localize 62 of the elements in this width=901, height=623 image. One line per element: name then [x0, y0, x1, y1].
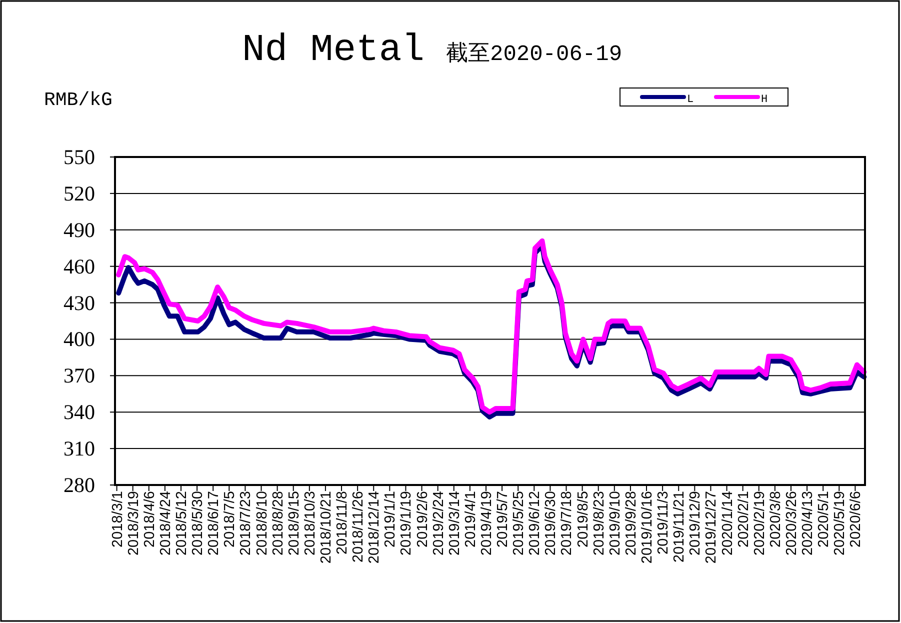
y-tick-label: 280 — [64, 473, 95, 497]
x-tick-label: 2020/5/19 — [832, 491, 848, 556]
x-tick-label: 2020/6/6 — [848, 491, 864, 548]
y-tick-label: 550 — [64, 145, 95, 169]
x-tick-label: 2019/11/21 — [672, 491, 688, 562]
x-tick-label: 2018/7/5 — [222, 491, 238, 548]
x-tick-label: 2020/1/14 — [720, 491, 736, 556]
x-tick-label: 2019/2/6 — [414, 491, 431, 548]
chart-title: Nd Metal — [242, 29, 424, 72]
x-tick-label: 2018/8/10 — [254, 491, 270, 556]
x-tick-label: 2019/7/18 — [559, 491, 576, 556]
x-tick-label: 2019/12/27 — [704, 491, 720, 564]
legend-label: H — [761, 94, 768, 106]
x-tick-label: 2018/3/19 — [126, 491, 142, 556]
x-tick-label: 2019/1/19 — [398, 491, 415, 556]
x-tick-label: 2018/5/12 — [174, 491, 190, 556]
x-tick-label: 2018/4/24 — [158, 491, 174, 556]
x-tick-label: 2018/9/15 — [286, 491, 302, 556]
x-tick-label: 2018/3/1 — [110, 491, 126, 548]
y-axis-title: RMB/kG — [44, 89, 112, 111]
y-tick-label: 370 — [64, 364, 95, 388]
x-tick-label: 2019/8/5 — [575, 491, 592, 548]
x-tick-label: 2019/5/7 — [495, 491, 512, 548]
y-tick-label: 460 — [64, 254, 95, 278]
x-tick-label: 2019/4/1 — [462, 491, 479, 548]
y-tick-label: 340 — [64, 400, 95, 424]
x-tick-label: 2019/4/19 — [478, 491, 495, 556]
y-tick-label: 430 — [64, 290, 95, 315]
x-tick-label: 2020/5/1 — [816, 491, 832, 548]
x-tick-label: 2020/2/1 — [736, 491, 752, 548]
x-tick-label: 2019/12/9 — [688, 491, 704, 556]
x-tick-label: 2019/6/30 — [543, 491, 560, 556]
x-tick-label: 2018/10/3 — [302, 491, 318, 556]
chart-subtitle: 截至2020-06-19 — [446, 41, 622, 67]
x-tick-label: 2019/2/24 — [430, 491, 447, 556]
y-tick-label: 400 — [64, 327, 95, 352]
x-tick-label: 2018/5/30 — [190, 491, 206, 556]
x-tick-label: 2020/3/26 — [784, 491, 800, 556]
y-tick-label: 520 — [64, 181, 95, 206]
x-tick-label: 2019/1/1 — [382, 491, 399, 548]
x-tick-label: 2018/10/21 — [318, 491, 334, 564]
x-tick-label: 2018/11/26 — [350, 491, 367, 562]
x-tick-label: 2018/8/28 — [270, 491, 286, 556]
x-tick-label: 2018/7/23 — [238, 491, 254, 556]
x-tick-label: 2019/5/25 — [511, 491, 528, 556]
x-tick-label: 2020/4/13 — [800, 491, 816, 556]
x-tick-label: 2020/2/19 — [752, 491, 768, 556]
x-tick-label: 2019/11/3 — [656, 491, 672, 554]
x-tick-label: 2018/6/17 — [206, 491, 222, 556]
y-tick-label: 310 — [64, 436, 95, 461]
x-tick-label: 2018/4/6 — [142, 491, 158, 548]
x-tick-label: 2018/12/14 — [366, 491, 383, 564]
x-tick-label: 2020/3/8 — [768, 491, 784, 548]
x-tick-label: 2019/10/16 — [640, 491, 656, 564]
x-tick-label: 2019/3/14 — [446, 491, 463, 556]
x-tick-label: 2019/8/23 — [591, 491, 608, 556]
x-tick-label: 2019/9/28 — [623, 491, 640, 556]
x-tick-label: 2019/9/10 — [607, 491, 624, 556]
x-tick-label: 2019/6/12 — [527, 491, 544, 556]
y-tick-label: 490 — [64, 218, 95, 242]
legend-label: L — [687, 94, 694, 106]
x-tick-label: 2018/11/8 — [334, 491, 351, 554]
